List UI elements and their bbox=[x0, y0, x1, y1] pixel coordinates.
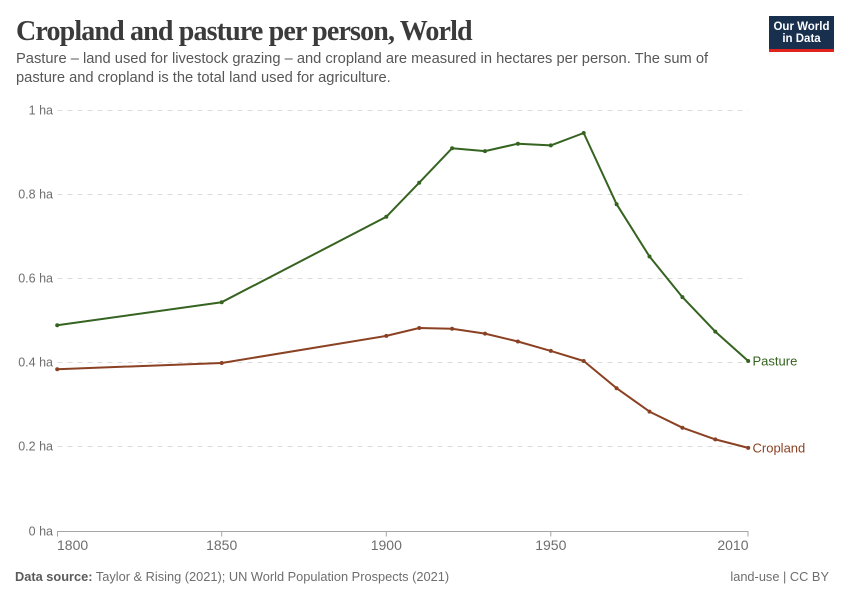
svg-text:1900: 1900 bbox=[371, 537, 402, 553]
svg-text:1850: 1850 bbox=[206, 537, 237, 553]
svg-text:0.8 ha: 0.8 ha bbox=[18, 188, 53, 202]
svg-text:1950: 1950 bbox=[535, 537, 566, 553]
svg-text:0.2 ha: 0.2 ha bbox=[18, 440, 53, 454]
svg-text:Pasture: Pasture bbox=[753, 354, 798, 369]
svg-text:1800: 1800 bbox=[57, 537, 88, 553]
svg-text:0.4 ha: 0.4 ha bbox=[18, 356, 53, 370]
svg-text:Cropland: Cropland bbox=[753, 441, 806, 456]
svg-text:1 ha: 1 ha bbox=[29, 104, 53, 118]
svg-text:0.6 ha: 0.6 ha bbox=[18, 272, 53, 286]
svg-text:0 ha: 0 ha bbox=[29, 525, 53, 539]
svg-text:2010: 2010 bbox=[717, 537, 748, 553]
